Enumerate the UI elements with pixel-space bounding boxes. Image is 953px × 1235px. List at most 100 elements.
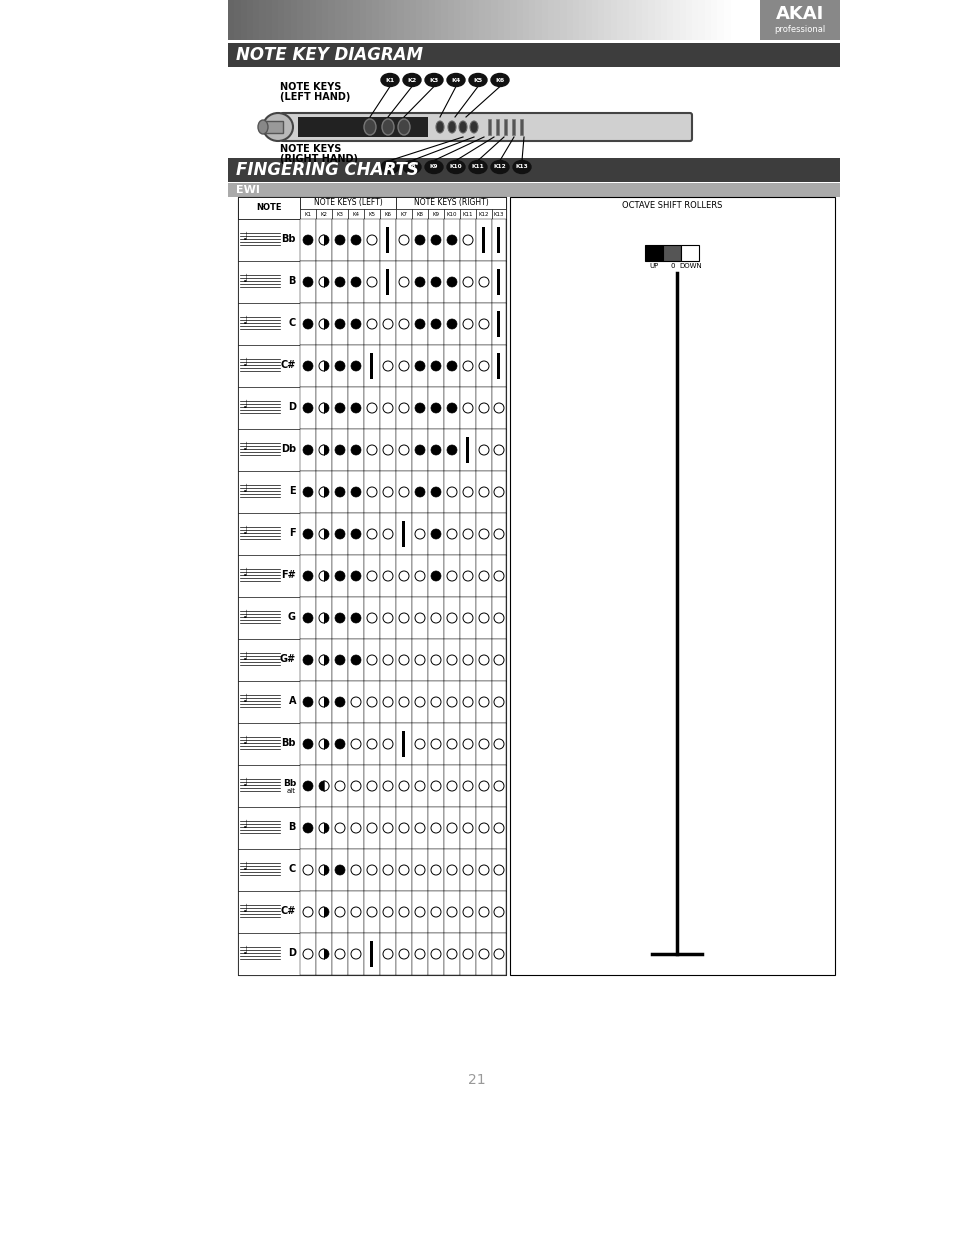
Circle shape xyxy=(447,319,456,329)
Bar xyxy=(348,209,364,219)
Bar xyxy=(459,722,476,764)
Bar xyxy=(299,555,315,597)
Circle shape xyxy=(351,948,360,960)
Bar xyxy=(237,848,505,890)
Bar xyxy=(379,345,395,387)
Bar xyxy=(412,555,428,597)
Text: ♩: ♩ xyxy=(242,274,247,284)
Circle shape xyxy=(382,697,393,706)
Text: NOTE KEYS: NOTE KEYS xyxy=(280,82,341,91)
Circle shape xyxy=(447,571,456,580)
Bar xyxy=(315,261,332,303)
Bar xyxy=(541,0,548,40)
Text: (LEFT HAND): (LEFT HAND) xyxy=(280,91,350,103)
Text: alt: alt xyxy=(287,788,295,794)
Text: K12: K12 xyxy=(478,211,489,216)
Circle shape xyxy=(303,948,313,960)
Circle shape xyxy=(382,906,393,918)
Bar xyxy=(259,0,266,40)
Bar xyxy=(228,0,235,40)
Bar xyxy=(459,848,476,890)
Circle shape xyxy=(335,487,345,496)
Circle shape xyxy=(415,864,424,876)
Bar xyxy=(348,303,364,345)
Bar xyxy=(379,471,395,513)
Bar xyxy=(332,209,348,219)
Circle shape xyxy=(462,697,473,706)
Bar xyxy=(299,219,315,261)
Text: ♩: ♩ xyxy=(242,568,247,578)
Bar xyxy=(519,119,522,135)
Bar xyxy=(237,513,505,555)
Circle shape xyxy=(351,655,360,664)
Text: K3: K3 xyxy=(336,211,343,216)
Circle shape xyxy=(303,361,313,370)
Bar xyxy=(476,806,492,848)
Bar xyxy=(428,429,443,471)
Text: ♩: ♩ xyxy=(242,316,247,326)
Text: K13: K13 xyxy=(494,211,504,216)
Circle shape xyxy=(447,235,456,245)
Circle shape xyxy=(335,361,345,370)
Circle shape xyxy=(303,445,313,454)
Circle shape xyxy=(398,613,409,622)
FancyBboxPatch shape xyxy=(281,112,691,141)
Text: AKAI: AKAI xyxy=(775,5,823,23)
Bar xyxy=(318,948,324,960)
Circle shape xyxy=(351,739,360,748)
Circle shape xyxy=(318,403,329,412)
Circle shape xyxy=(478,655,489,664)
Bar xyxy=(441,0,448,40)
Circle shape xyxy=(478,781,489,790)
Bar xyxy=(476,638,492,680)
Circle shape xyxy=(462,529,473,538)
Circle shape xyxy=(303,277,313,287)
Circle shape xyxy=(318,445,329,454)
Text: K5: K5 xyxy=(473,78,482,83)
Circle shape xyxy=(318,277,329,287)
Bar xyxy=(237,261,505,303)
Circle shape xyxy=(431,948,440,960)
Text: ♩: ♩ xyxy=(242,862,247,872)
Bar xyxy=(459,555,476,597)
Ellipse shape xyxy=(257,120,268,135)
Text: K2: K2 xyxy=(407,78,416,83)
Bar xyxy=(379,722,395,764)
Circle shape xyxy=(351,277,360,287)
Text: K11: K11 xyxy=(462,211,473,216)
Bar xyxy=(459,219,476,261)
Circle shape xyxy=(431,487,440,496)
Bar xyxy=(364,219,379,261)
Text: ♩: ♩ xyxy=(242,610,247,620)
Circle shape xyxy=(335,319,345,329)
Circle shape xyxy=(398,781,409,790)
Bar xyxy=(428,209,443,219)
Circle shape xyxy=(447,697,456,706)
Bar xyxy=(443,806,459,848)
Bar xyxy=(395,219,412,261)
Bar xyxy=(635,0,642,40)
Bar xyxy=(291,0,297,40)
Circle shape xyxy=(335,613,345,622)
Bar xyxy=(332,932,348,974)
Circle shape xyxy=(398,319,409,329)
Bar xyxy=(332,303,348,345)
Bar xyxy=(299,932,315,974)
Ellipse shape xyxy=(491,161,509,173)
Bar xyxy=(364,680,379,722)
Bar xyxy=(379,680,395,722)
Text: K6: K6 xyxy=(495,78,504,83)
Bar xyxy=(476,890,492,932)
Bar xyxy=(641,0,649,40)
Bar xyxy=(522,0,530,40)
Bar xyxy=(428,806,443,848)
Circle shape xyxy=(318,613,329,622)
Circle shape xyxy=(367,655,376,664)
Ellipse shape xyxy=(402,74,420,86)
Circle shape xyxy=(382,403,393,412)
Bar xyxy=(237,303,505,345)
Bar xyxy=(332,219,348,261)
Bar xyxy=(395,209,412,219)
Bar xyxy=(384,0,392,40)
Bar xyxy=(237,932,505,974)
